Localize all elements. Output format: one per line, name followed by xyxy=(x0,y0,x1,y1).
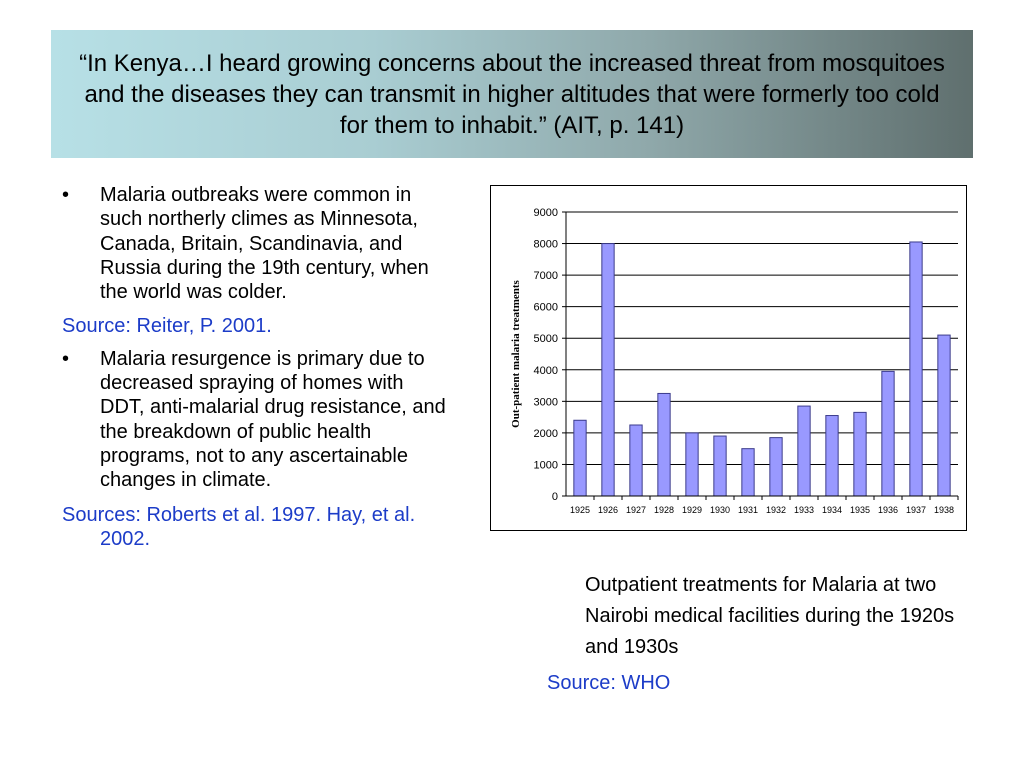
y-tick-label: 0 xyxy=(552,491,558,503)
bullet-marker: • xyxy=(62,184,70,206)
bullet-item: • Malaria resurgence is primary due to d… xyxy=(62,347,447,493)
x-tick-label: 1927 xyxy=(626,505,646,515)
bullet-item: • Malaria outbreaks were common in such … xyxy=(62,183,447,304)
bar xyxy=(657,392,671,497)
bullet-text: Malaria resurgence is primary due to dec… xyxy=(100,347,446,492)
bar xyxy=(937,334,951,497)
x-tick-label: 1926 xyxy=(598,505,618,515)
x-tick-label: 1937 xyxy=(906,505,926,515)
slide-title: “In Kenya…I heard growing concerns about… xyxy=(79,49,945,139)
bar xyxy=(825,415,839,497)
bar xyxy=(601,243,615,497)
caption-source: Source: WHO xyxy=(547,672,671,694)
bar xyxy=(909,241,923,497)
x-tick-label: 1929 xyxy=(682,505,702,515)
x-tick-label: 1938 xyxy=(934,505,954,515)
chart-canvas: 0 1000 2000 3000 4000 5000 6000 7000 8000 9000 192… xyxy=(510,207,959,515)
y-tick-label: 1000 xyxy=(534,459,558,471)
y-tick-label: 5000 xyxy=(534,333,558,345)
source-citation: Sources: Roberts et al. 1997. Hay, et al… xyxy=(62,503,416,550)
y-tick-label: 7000 xyxy=(534,270,558,282)
y-tick-label: 9000 xyxy=(534,207,558,219)
x-tick-label: 1935 xyxy=(850,505,870,515)
left-column: • Malaria outbreaks were common in such … xyxy=(62,183,447,559)
y-axis-label: Out-patient malaria treatments xyxy=(510,279,522,427)
bar xyxy=(853,411,867,497)
x-tick-label: 1934 xyxy=(822,505,842,515)
x-tick-label: 1933 xyxy=(794,505,814,515)
x-tick-label: 1928 xyxy=(654,505,674,515)
bar xyxy=(573,419,587,497)
x-tick-label: 1930 xyxy=(710,505,730,515)
bar xyxy=(769,437,783,497)
bar xyxy=(629,424,643,497)
bullet-marker: • xyxy=(62,347,70,370)
x-tick-label: 1925 xyxy=(570,505,590,515)
y-tick-label: 6000 xyxy=(534,302,558,314)
x-tick-label: 1931 xyxy=(738,505,758,515)
bar xyxy=(741,448,755,497)
bar xyxy=(713,435,727,497)
x-tick-label: 1932 xyxy=(766,505,786,515)
bullet-text: Malaria outbreaks were common in such no… xyxy=(100,184,429,304)
title-banner: “In Kenya…I heard growing concerns about… xyxy=(51,30,973,158)
y-tick-label: 8000 xyxy=(534,239,558,251)
x-tick-label: 1936 xyxy=(878,505,898,515)
y-tick-label: 4000 xyxy=(534,365,558,377)
bar-chart: 0 1000 2000 3000 4000 5000 6000 7000 8000 9000 192… xyxy=(490,185,967,531)
y-tick-label: 3000 xyxy=(534,396,558,408)
bar xyxy=(881,370,895,497)
source-citation: Source: Reiter, P. 2001. xyxy=(62,315,272,338)
bar xyxy=(685,432,699,497)
chart-caption: Outpatient treatments for Malaria at two… xyxy=(585,574,955,658)
y-tick-label: 2000 xyxy=(534,428,558,440)
bar xyxy=(797,405,811,497)
